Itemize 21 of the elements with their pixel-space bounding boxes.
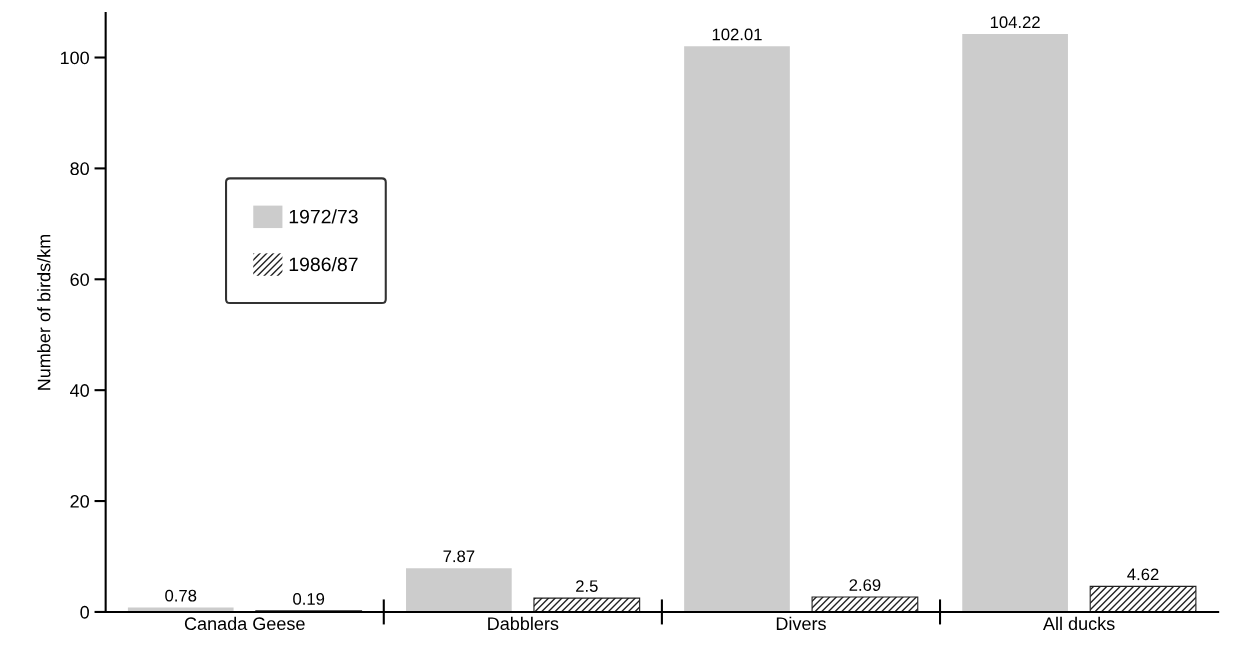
x-tick-label: Dabblers: [488, 616, 559, 631]
data-label: 0.19: [293, 593, 325, 605]
x-tick-label: Canada Geese: [184, 616, 305, 631]
y-tick-label: 20: [70, 494, 89, 508]
data-label: 2.69: [849, 579, 881, 591]
x-tick-label: All ducks: [1042, 616, 1115, 631]
y-tick-label: 0: [80, 605, 89, 619]
data-label: 2.5: [576, 580, 598, 593]
y-axis-title: Number of birds/km: [37, 234, 51, 390]
legend-label: 1972/73: [289, 209, 358, 224]
data-label: 7.87: [443, 550, 475, 563]
data-label: 0.78: [165, 589, 197, 602]
y-tick-label: 40: [70, 384, 89, 397]
legend-label: 1986/87: [289, 256, 358, 272]
x-tick-label: Divers: [776, 616, 826, 631]
y-tick-label: 80: [70, 162, 89, 176]
y-tick-label: 100: [60, 51, 89, 65]
y-tick-label: 60: [70, 273, 89, 286]
data-label: 104.22: [990, 16, 1040, 29]
data-label: 102.01: [712, 28, 762, 41]
data-label: 4.62: [1127, 568, 1159, 581]
